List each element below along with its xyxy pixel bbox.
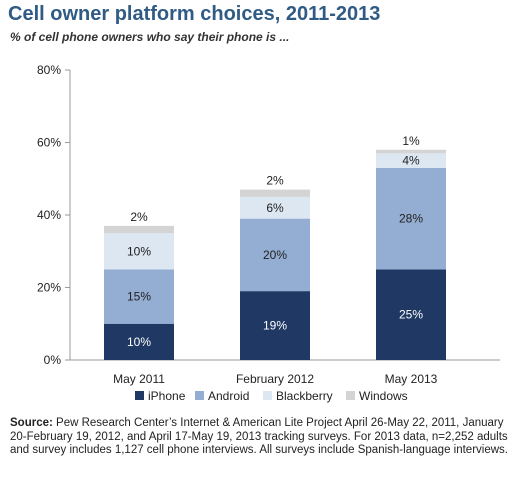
- legend-label: Blackberry: [276, 389, 333, 403]
- legend-swatch-windows: [346, 391, 355, 400]
- bar-segment-blackberry: [104, 233, 174, 270]
- bar-segment-iphone: [376, 269, 446, 360]
- legend-label: Windows: [359, 389, 408, 403]
- bar-segment-iphone: [104, 323, 174, 360]
- x-tick-label: May 2011: [113, 372, 165, 386]
- legend-swatch-android: [195, 391, 204, 400]
- legend-label: iPhone: [148, 389, 186, 403]
- bar-segment-blackberry: [376, 153, 446, 168]
- y-tick-label: 60%: [37, 136, 61, 150]
- bar-segment-android: [376, 167, 446, 270]
- y-tick-label: 0%: [44, 353, 62, 367]
- data-label: 10%: [127, 335, 151, 349]
- bar-segment-android: [240, 218, 310, 292]
- legend-label: Android: [208, 389, 249, 403]
- data-label: 25%: [399, 308, 423, 322]
- data-label: 15%: [127, 290, 151, 304]
- chart-title: Cell owner platform choices, 2011-2013: [8, 3, 381, 25]
- legend-swatch-blackberry: [263, 391, 272, 400]
- bar-segment-iphone: [240, 291, 310, 360]
- source-label: Source:: [10, 417, 53, 429]
- data-label: 6%: [266, 201, 284, 215]
- data-label: 20%: [263, 248, 287, 262]
- legend-swatch-iphone: [135, 391, 144, 400]
- y-tick-label: 20%: [37, 281, 61, 295]
- data-label: 2%: [130, 210, 148, 224]
- x-tick-label: February 2012: [236, 372, 314, 386]
- y-tick-label: 80%: [37, 63, 61, 77]
- bar-segment-windows: [376, 149, 446, 154]
- bar-segment-windows: [240, 189, 310, 197]
- source-text: Pew Research Center’s Internet & America…: [10, 417, 508, 456]
- source-note: Source: Pew Research Center’s Internet &…: [10, 417, 520, 458]
- stacked-bar-chart: 0% 20% 40% 60% 80% 10% 15% 10% 2% May 2011 19% 20% 6…: [37, 63, 500, 403]
- x-tick-label: May 2013: [385, 372, 438, 386]
- data-label: 10%: [127, 244, 151, 258]
- y-tick-label: 40%: [37, 208, 61, 222]
- bar-segment-blackberry: [240, 196, 310, 219]
- data-label: 19%: [263, 319, 287, 333]
- data-label: 4%: [402, 154, 420, 168]
- bar-segment-windows: [104, 225, 174, 234]
- data-label: 28%: [399, 212, 423, 226]
- chart-subtitle: % of cell phone owners who say their pho…: [10, 30, 290, 44]
- data-label: 2%: [266, 174, 284, 188]
- bar-segment-android: [104, 269, 174, 324]
- data-label: 1%: [402, 134, 420, 148]
